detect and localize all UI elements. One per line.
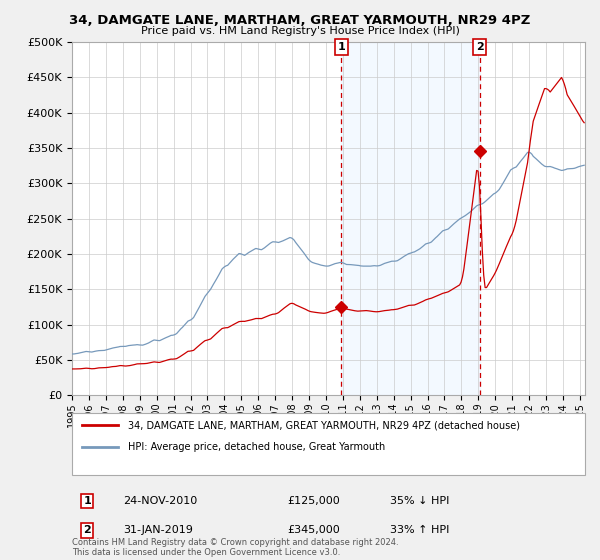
Text: 1: 1	[337, 42, 345, 52]
Text: HPI: Average price, detached house, Great Yarmouth: HPI: Average price, detached house, Grea…	[128, 442, 386, 452]
FancyBboxPatch shape	[72, 413, 585, 475]
Text: Contains HM Land Registry data © Crown copyright and database right 2024.
This d: Contains HM Land Registry data © Crown c…	[72, 538, 398, 557]
Text: 2: 2	[83, 525, 91, 535]
Text: 31-JAN-2019: 31-JAN-2019	[124, 525, 193, 535]
Text: £345,000: £345,000	[287, 525, 340, 535]
Text: 2: 2	[476, 42, 484, 52]
Text: 24-NOV-2010: 24-NOV-2010	[124, 496, 197, 506]
Text: 33% ↑ HPI: 33% ↑ HPI	[390, 525, 449, 535]
Text: 34, DAMGATE LANE, MARTHAM, GREAT YARMOUTH, NR29 4PZ: 34, DAMGATE LANE, MARTHAM, GREAT YARMOUT…	[70, 14, 530, 27]
Text: Price paid vs. HM Land Registry's House Price Index (HPI): Price paid vs. HM Land Registry's House …	[140, 26, 460, 36]
Text: 1: 1	[83, 496, 91, 506]
Bar	[341, 42, 479, 395]
Text: £125,000: £125,000	[287, 496, 340, 506]
Text: 34, DAMGATE LANE, MARTHAM, GREAT YARMOUTH, NR29 4PZ (detached house): 34, DAMGATE LANE, MARTHAM, GREAT YARMOUT…	[128, 420, 520, 430]
Text: 35% ↓ HPI: 35% ↓ HPI	[390, 496, 449, 506]
